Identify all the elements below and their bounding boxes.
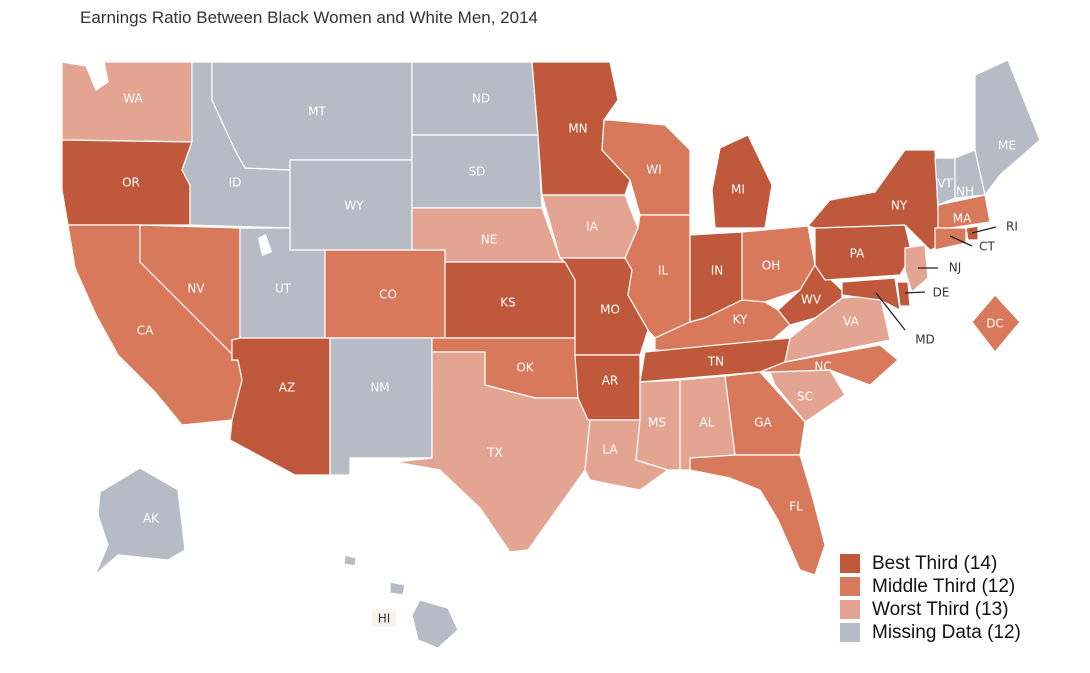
label-CA: CA [137,324,154,338]
label-TX: TX [486,446,503,460]
label-VT: VT [937,177,953,191]
label-OK: OK [516,361,534,375]
state-DE[interactable] [896,281,911,307]
state-ME[interactable] [974,59,1041,196]
label-NY: NY [891,199,908,213]
label-OH: OH [762,259,780,273]
label-VA: VA [843,315,859,329]
label-WV: WV [801,293,822,307]
state-DC[interactable] [971,294,1021,353]
label-HI: HI [378,612,391,626]
label-MO: MO [600,303,620,317]
label-ME: ME [998,139,1016,153]
label-LA: LA [602,443,618,457]
label-AZ: AZ [279,381,295,395]
label-NJ: NJ [949,261,962,275]
label-NE: NE [481,233,498,247]
label-IL: IL [658,264,669,278]
label-WY: WY [344,199,364,213]
label-AR: AR [602,374,619,388]
state-AK[interactable] [94,467,186,576]
label-ID: ID [229,176,242,190]
state-MI[interactable] [711,134,773,229]
label-NC: NC [814,360,831,374]
label-SD: SD [469,165,486,179]
label-TN: TN [707,355,724,369]
label-CT: CT [979,240,995,254]
great-salt-lake [258,234,272,256]
label-MN: MN [568,122,587,136]
label-IA: IA [586,220,599,234]
label-MD: MD [915,333,935,347]
label-ND: ND [472,92,490,106]
legend-item: Middle Third (12) [840,575,1021,598]
label-MS: MS [648,416,666,430]
state-HI[interactable] [389,581,406,596]
label-NV: NV [187,282,205,296]
state-MA[interactable] [937,194,991,229]
legend-label: Best Third (14) [872,552,998,574]
label-FL: FL [789,500,803,514]
label-OR: OR [122,176,140,190]
label-MA: MA [953,212,972,226]
state-MD[interactable] [841,277,901,311]
legend-swatch [840,623,860,642]
legend-label: Middle Third (12) [872,575,1016,597]
state-AR[interactable] [574,354,641,421]
label-WI: WI [646,163,661,177]
map-title: Earnings Ratio Between Black Women and W… [80,8,538,27]
state-NM[interactable] [329,337,433,476]
label-MI: MI [731,183,745,197]
label-RI: RI [1006,220,1018,234]
legend-swatch [840,600,860,619]
legend-item: Worst Third (13) [840,598,1021,621]
leader-lines [875,226,997,331]
label-AK: AK [143,512,160,526]
label-DC: DC [986,317,1004,331]
legend-label: Missing Data (12) [872,621,1021,643]
state-NC[interactable] [759,344,899,386]
label-PA: PA [850,247,865,261]
legend: Best Third (14) Middle Third (12) Worst … [840,552,1021,644]
label-CO: CO [379,288,397,302]
label-NH: NH [956,185,974,199]
label-DE: DE [933,286,950,300]
label-NM: NM [370,381,389,395]
legend-swatch [840,554,860,573]
state-FL[interactable] [689,454,826,576]
state-AZ[interactable] [229,337,331,476]
state-HI[interactable] [343,554,357,567]
hi-label-box [372,609,396,627]
label-UT: UT [275,282,292,296]
label-MT: MT [308,105,326,119]
state-HI[interactable] [411,599,459,649]
label-GA: GA [754,416,772,430]
label-IN: IN [711,264,724,278]
label-WA: WA [123,92,143,106]
label-KS: KS [500,296,516,310]
label-AL: AL [700,416,715,430]
label-KY: KY [733,313,748,327]
legend-item: Best Third (14) [840,552,1021,575]
label-SC: SC [797,390,813,404]
legend-item: Missing Data (12) [840,621,1021,644]
state-TX[interactable] [394,351,591,553]
state-NJ[interactable] [904,244,929,293]
state-CT[interactable] [934,227,967,251]
state-GA[interactable] [724,371,806,456]
legend-label: Worst Third (13) [872,598,1009,620]
legend-swatch [840,577,860,596]
